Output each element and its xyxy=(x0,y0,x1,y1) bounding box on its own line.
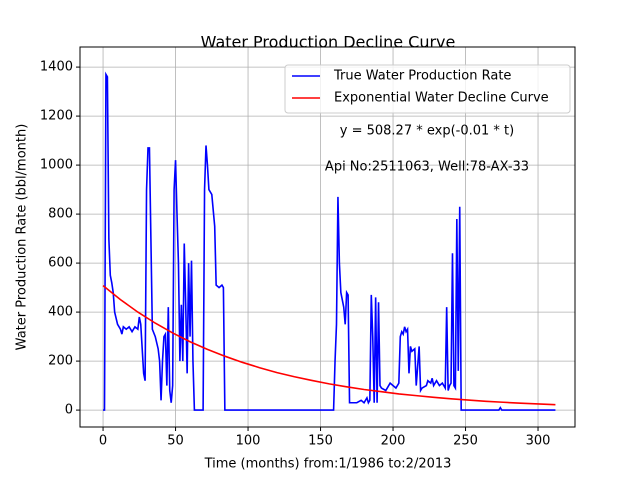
y-tick-label: 1000 xyxy=(40,158,73,173)
legend-box xyxy=(284,64,571,114)
x-tick-label: 150 xyxy=(308,434,333,449)
x-tick-label: 200 xyxy=(381,434,406,449)
annotation: y = 508.27 * exp(-0.01 * t) xyxy=(340,124,514,139)
y-tick-label: 1400 xyxy=(40,60,73,75)
x-tick-label: 50 xyxy=(167,434,184,449)
y-tick-label: 0 xyxy=(65,403,73,418)
y-tick-label: 800 xyxy=(48,207,73,222)
legend: True Water Production Rate Exponential Wa… xyxy=(284,64,571,114)
y-tick-label: 200 xyxy=(48,354,73,369)
y-tick-label: 1200 xyxy=(40,109,73,124)
data-line xyxy=(103,71,556,411)
legend-label: Exponential Water Decline Curve xyxy=(334,91,549,106)
x-tick-label: 300 xyxy=(526,434,551,449)
y-axis-label: Water Production Rate (bbl/month) xyxy=(15,124,30,351)
annotation: Api No:2511063, Well:78-AX-33 xyxy=(325,160,529,175)
y-tick-label: 600 xyxy=(48,256,73,271)
plot-area xyxy=(102,71,556,411)
x-tick-label: 0 xyxy=(99,434,107,449)
x-tick-label: 100 xyxy=(236,434,261,449)
data-line xyxy=(102,285,556,406)
x-axis-label: Time (months) from:1/1986 to:2/2013 xyxy=(204,457,452,472)
legend-label: True Water Production Rate xyxy=(333,69,511,84)
chart-title: Water Production Decline Curve xyxy=(201,33,456,52)
axes-frame xyxy=(79,46,576,428)
x-tick-label: 250 xyxy=(453,434,478,449)
y-tick-label: 400 xyxy=(48,305,73,320)
